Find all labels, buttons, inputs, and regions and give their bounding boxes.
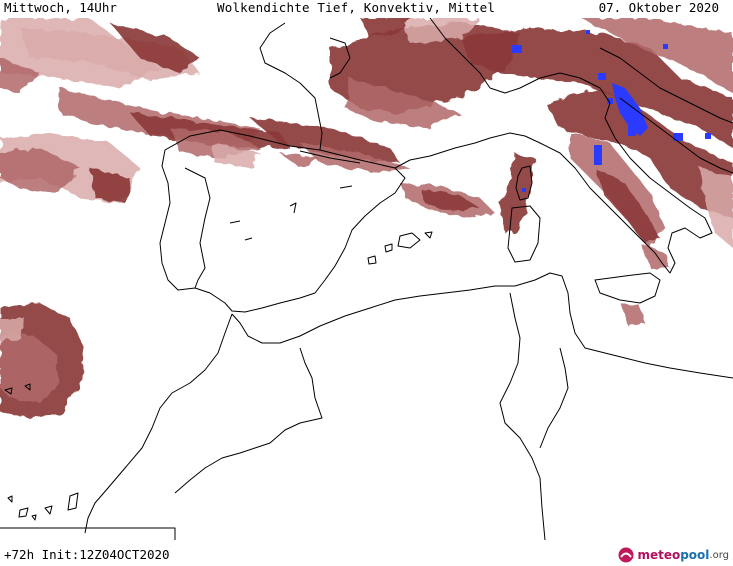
convective-cell <box>607 98 613 104</box>
coastline-segment <box>67 492 79 511</box>
coastline-segment <box>429 18 491 89</box>
coastline-segment <box>515 165 533 201</box>
convective-cell <box>598 73 606 80</box>
cloud-patch <box>0 58 40 93</box>
coastline-segment <box>7 495 13 503</box>
convective-cell <box>612 83 648 136</box>
coastline-segment <box>24 383 31 391</box>
logo-text-org: .org <box>709 549 729 561</box>
cloud-patch <box>280 153 320 168</box>
coastline-segment <box>244 237 253 241</box>
forecast-date: 07. Oktober 2020 <box>598 0 719 15</box>
cloud-patch <box>700 168 733 248</box>
cloud-patch <box>460 28 733 148</box>
coastline-segment <box>424 231 433 239</box>
coastline-segment <box>489 102 713 274</box>
coastline-segment <box>619 97 733 174</box>
coastline-segment <box>507 205 541 263</box>
convective-cell <box>673 133 683 141</box>
convective-cells <box>512 30 711 192</box>
convective-cell <box>512 45 522 53</box>
logo-text-pool: pool <box>680 548 710 562</box>
cloud-patch <box>345 78 460 128</box>
cloud-patch <box>420 188 480 211</box>
cloud-patch <box>595 168 660 243</box>
coastline-segment <box>489 72 561 94</box>
coastline-segment <box>159 129 406 313</box>
convective-cell <box>628 118 636 136</box>
cloud-patch <box>0 333 60 403</box>
coastlines-borders <box>0 18 733 540</box>
coastline-segment <box>394 137 491 169</box>
coastline-segment <box>329 37 351 79</box>
cloud-patch <box>400 18 480 43</box>
cloud-patch <box>545 88 733 218</box>
coastline-segment <box>259 22 323 151</box>
coastline-segment <box>679 97 733 124</box>
forecast-init-info: +72h Init:12Z04OCT2020 <box>4 547 170 562</box>
coastline-segment <box>339 185 353 189</box>
coastline-segment <box>299 150 361 164</box>
coastline-segment <box>84 313 233 534</box>
convective-cell <box>594 145 602 165</box>
cloud-cover-layer <box>0 18 733 418</box>
coastline-segment <box>231 272 733 379</box>
cloud-patch <box>640 243 670 268</box>
meteopool-logo[interactable]: meteo pool .org <box>618 545 729 565</box>
coastline-segment <box>289 202 297 214</box>
cloud-density-map <box>0 18 733 540</box>
coastline-segment <box>44 505 53 515</box>
cloud-patch <box>250 118 400 163</box>
convective-cell <box>586 30 590 34</box>
coastline-segment <box>599 47 681 99</box>
cloud-patch <box>580 18 733 93</box>
coastline-segment <box>367 255 377 265</box>
cloud-patch <box>130 113 290 148</box>
meteopool-logo-icon <box>618 547 634 563</box>
coastline-segment <box>31 514 37 521</box>
cloud-patch <box>0 318 25 343</box>
coastline-segment <box>384 243 393 253</box>
coastline-segment <box>18 507 29 518</box>
coastline-segment <box>174 347 323 494</box>
convective-cell <box>522 188 526 192</box>
cloud-patch <box>360 18 410 38</box>
coastline-segment <box>4 387 13 395</box>
coastline-segment <box>229 220 241 224</box>
cloud-patch <box>90 168 130 203</box>
coastline-segment <box>184 167 211 289</box>
coastline-segment <box>539 347 569 449</box>
coastline-segment <box>594 272 661 304</box>
cloud-patch <box>110 23 200 73</box>
coastline-segment <box>559 72 611 104</box>
forecast-weekday-time: Mittwoch, 14Uhr <box>4 0 117 15</box>
cloud-patch <box>210 143 260 168</box>
coastline-segment <box>397 232 421 249</box>
convective-cell <box>705 133 711 139</box>
map-title: Wolkendichte Tief, Konvektiv, Mittel <box>217 0 496 15</box>
cloud-patch <box>20 28 200 80</box>
coastline-segment <box>0 527 176 540</box>
logo-text-meteo: meteo <box>637 548 681 562</box>
cloud-patch <box>0 148 80 193</box>
coastline-segment <box>499 292 546 540</box>
convective-cell <box>663 44 668 49</box>
cloud-patch <box>620 303 645 328</box>
